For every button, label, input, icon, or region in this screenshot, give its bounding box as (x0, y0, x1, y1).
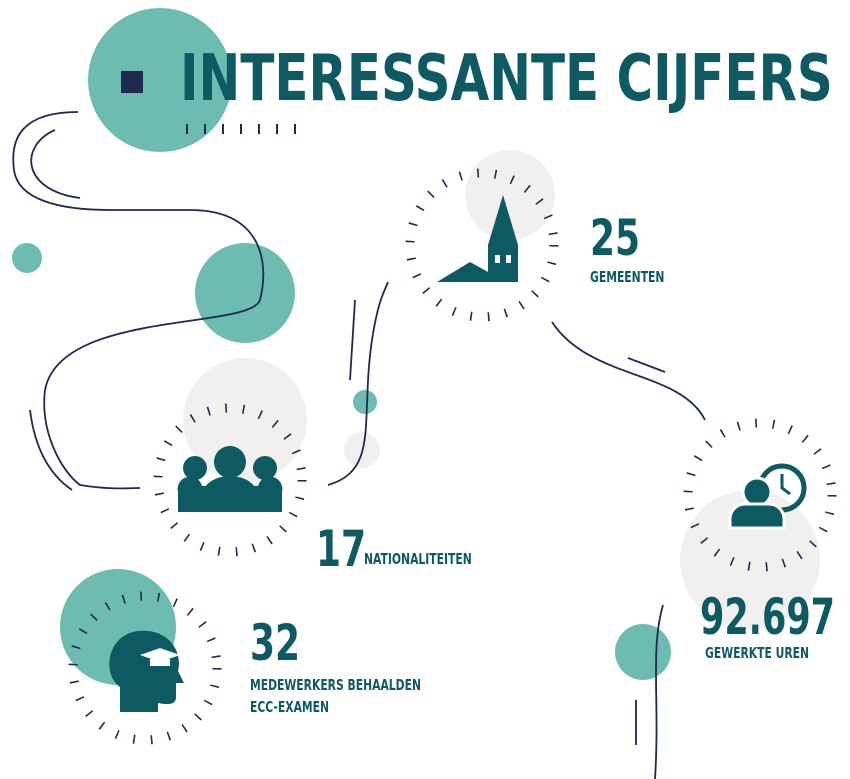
stat-value: 17 (316, 521, 366, 578)
people-icon (177, 446, 283, 512)
path-line (627, 357, 666, 373)
path-line (327, 281, 389, 486)
stat-label: MEDEWERKERS BEHAALDEN (250, 677, 421, 694)
deco-circle (353, 390, 377, 414)
clock-person-icon (728, 463, 807, 530)
stat-label: GEMEENTEN (590, 269, 664, 286)
deco-circle (183, 358, 307, 482)
deco-circle (88, 8, 232, 152)
path-line (654, 604, 664, 779)
stat-label: ECC-EXAMEN (250, 699, 329, 716)
head-icon (109, 630, 184, 712)
deco-circle (12, 243, 42, 273)
stat-value: 32 (250, 615, 300, 672)
deco-circle (465, 150, 555, 240)
deco-circle (195, 243, 295, 343)
tick-ring (68, 591, 222, 745)
deco-circle (615, 624, 671, 680)
title-square (121, 71, 143, 93)
tick-ring (405, 168, 559, 322)
title: INTERESSANTE CIJFERS (180, 41, 833, 116)
stat-value: 25 (590, 210, 640, 267)
path-line (349, 299, 356, 381)
path-line (29, 409, 73, 491)
tick-ring (153, 403, 307, 557)
path-line (30, 129, 81, 199)
stat-label: GEWERKTE UREN (705, 645, 809, 662)
stat-label: NATIONALITEITEN (364, 551, 472, 568)
stat-value: 92.697 (700, 589, 835, 647)
church-icon (437, 195, 518, 282)
path-line (12, 111, 265, 490)
tick-ring (683, 418, 837, 572)
path-line (551, 321, 706, 421)
title-ticks (186, 124, 296, 134)
